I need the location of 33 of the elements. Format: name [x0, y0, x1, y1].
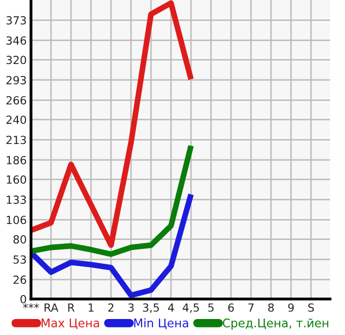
x-tick-label: 1: [88, 304, 94, 312]
y-tick-label: 186: [6, 156, 26, 164]
x-tick-label: 6: [228, 303, 234, 312]
x-tick-label: S: [308, 303, 314, 312]
y-tick-label: 80: [13, 235, 26, 244]
y-tick-label: 293: [6, 76, 26, 84]
x-tick-label: 4,5: [182, 304, 199, 313]
legend-label: Max Цена: [42, 318, 99, 330]
y-tick-label: 0: [20, 294, 26, 304]
y-tick-label: 106: [6, 216, 26, 224]
x-tick-label: R: [68, 304, 75, 312]
x-tick-label: 9: [288, 303, 294, 312]
x-tick-label: ***: [23, 303, 39, 308]
legend-label: Min Цена: [134, 318, 188, 330]
y-tick-label: 160: [6, 175, 26, 184]
x-tick-label: 7: [248, 304, 254, 312]
legend-label: Сред.Цена, т.йен: [222, 318, 328, 330]
y-tick-label: 53: [14, 255, 26, 264]
x-tick-label: 4: [168, 304, 174, 312]
y-tick-label: 213: [6, 136, 26, 144]
x-tick-label: 5: [208, 304, 214, 312]
y-tick-label: 133: [6, 196, 26, 204]
y-tick-label: 266: [6, 96, 26, 105]
x-tick-label: 2: [108, 303, 114, 312]
y-tick-label: 346: [6, 36, 26, 45]
y-tick-label: 320: [6, 56, 26, 64]
x-tick-label: 3: [128, 303, 134, 312]
y-tick-label: 373: [6, 16, 26, 25]
y-tick-label: 240: [6, 116, 26, 124]
x-tick-label: 3,5: [143, 303, 159, 313]
x-tick-label: RA: [44, 304, 58, 312]
y-tick-label: 26: [14, 276, 26, 284]
x-tick-label: 8: [268, 303, 274, 312]
